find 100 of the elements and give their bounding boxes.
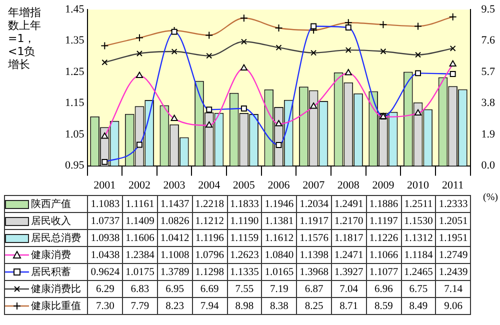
data-label: 1.1212 <box>192 212 227 230</box>
data-label: 6.29 <box>88 280 123 298</box>
x-tick-label: 2006 <box>268 179 290 192</box>
data-label: 1.1886 <box>366 196 402 212</box>
y-tick-label: 0.95 <box>65 160 85 172</box>
data-label: 1.0165 <box>262 264 297 280</box>
data-label: 8.38 <box>262 298 297 314</box>
legend-label: 健康消费比 <box>4 280 88 298</box>
y-tick-label: 1.05 <box>65 128 85 140</box>
y-tick-label: 1.45 <box>65 3 85 16</box>
data-label: 1.1008 <box>157 246 192 264</box>
x-tick-label: 2008 <box>337 179 360 192</box>
x-tick-label: 2003 <box>163 179 186 192</box>
data-label: 1.2439 <box>436 264 471 280</box>
data-label: 6.75 <box>401 280 436 298</box>
data-label: 7.30 <box>88 298 123 314</box>
data-label: 8.25 <box>296 298 332 314</box>
x-tick-label: 2004 <box>198 179 221 192</box>
data-label: 1.1335 <box>227 264 262 280</box>
data-label: 1.1833 <box>227 196 262 212</box>
y2-tick-label: 1.9 <box>481 128 496 140</box>
data-label: 1.0438 <box>88 246 123 264</box>
data-label: 1.2465 <box>401 264 436 280</box>
data-label: 1.1409 <box>122 212 158 230</box>
data-label: 8.23 <box>157 298 192 314</box>
y2-tick-label: 5.7 <box>481 66 496 78</box>
y2-tick-label: 0.0 <box>481 160 496 172</box>
data-label: 1.1196 <box>192 230 227 246</box>
data-label: 1.2749 <box>436 246 471 264</box>
data-label: 1.1226 <box>366 230 402 246</box>
data-label: 1.1077 <box>366 264 402 280</box>
data-label: 1.1184 <box>401 246 436 264</box>
data-label: 8.59 <box>366 298 402 314</box>
y-tick-label: 1.35 <box>65 34 85 47</box>
data-label: 1.2051 <box>436 212 471 230</box>
data-label: 1.2170 <box>331 212 366 230</box>
x-tick-label: 2007 <box>302 179 326 192</box>
data-label: 1.3927 <box>331 264 366 280</box>
data-label: 1.2034 <box>296 196 332 212</box>
data-label: 7.79 <box>122 298 158 314</box>
data-label: 1.0840 <box>262 246 297 264</box>
data-label: 1.1946 <box>262 196 297 212</box>
data-label: 1.1917 <box>296 212 332 230</box>
legend-label: 居民收入 <box>4 212 88 230</box>
y2-tick-label: 9.5 <box>481 3 496 16</box>
data-label: 1.1530 <box>401 212 436 230</box>
data-label: 8.98 <box>227 298 262 314</box>
data-label: 1.1606 <box>122 230 158 246</box>
data-label: 1.0826 <box>157 212 192 230</box>
data-label: 6.83 <box>122 280 158 298</box>
data-label: 1.1066 <box>366 246 402 264</box>
data-label: 7.14 <box>436 280 471 298</box>
data-label: 1.3789 <box>157 264 192 280</box>
data-label: 1.2218 <box>192 196 227 212</box>
y-axis-title: 年增指数上年=1，<1负增长 <box>8 6 42 71</box>
x-tick-label: 2009 <box>372 179 395 192</box>
data-label: 0.9624 <box>88 264 123 280</box>
y2-axis-title: (%) <box>483 192 498 203</box>
data-label: 1.1161 <box>122 196 158 212</box>
data-label: 1.0412 <box>157 230 192 246</box>
data-label: 1.0938 <box>88 230 123 246</box>
data-label: 9.06 <box>436 298 471 314</box>
data-label: 1.3968 <box>296 264 332 280</box>
data-label: 1.2511 <box>401 196 436 212</box>
data-label: 6.69 <box>192 280 227 298</box>
data-label: 1.2491 <box>331 196 366 212</box>
legend-label: 居民总消费 <box>4 230 88 246</box>
legend-label: 健康消费 <box>4 246 88 264</box>
data-label: 1.1381 <box>262 212 297 230</box>
data-label: 1.1159 <box>227 230 262 246</box>
data-label: 1.2384 <box>122 246 158 264</box>
data-label: 1.1576 <box>296 230 332 246</box>
data-label: 8.71 <box>331 298 366 314</box>
data-label: 1.0737 <box>88 212 123 230</box>
data-label: 1.1398 <box>296 246 332 264</box>
data-label: 1.2623 <box>227 246 262 264</box>
data-label: 7.94 <box>192 298 227 314</box>
data-label: 1.1612 <box>262 230 297 246</box>
data-label: 1.0175 <box>122 264 158 280</box>
data-label: 6.96 <box>366 280 402 298</box>
data-label: 8.49 <box>401 298 436 314</box>
x-tick-label: 2001 <box>94 179 116 192</box>
data-label: 1.0796 <box>192 246 227 264</box>
data-label: 1.1951 <box>436 230 471 246</box>
legend-label: 健康比重值 <box>4 298 88 314</box>
legend-label: 居民积蓄 <box>4 264 88 280</box>
x-tick-label: 2005 <box>232 179 256 192</box>
data-label: 6.95 <box>157 280 192 298</box>
data-label: 1.1312 <box>401 230 436 246</box>
data-label: 7.55 <box>227 280 262 298</box>
data-label: 1.1197 <box>366 212 402 230</box>
data-label: 7.04 <box>331 280 366 298</box>
data-label: 7.19 <box>262 280 297 298</box>
data-label: 1.1190 <box>227 212 262 230</box>
data-label: 1.1817 <box>331 230 366 246</box>
y-tick-label: 1.25 <box>65 66 85 78</box>
x-tick-label: 2010 <box>407 179 430 192</box>
y2-tick-label: 3.8 <box>481 97 496 110</box>
legend-label: 陕西产值 <box>4 196 88 212</box>
data-label: 1.1083 <box>88 196 123 212</box>
